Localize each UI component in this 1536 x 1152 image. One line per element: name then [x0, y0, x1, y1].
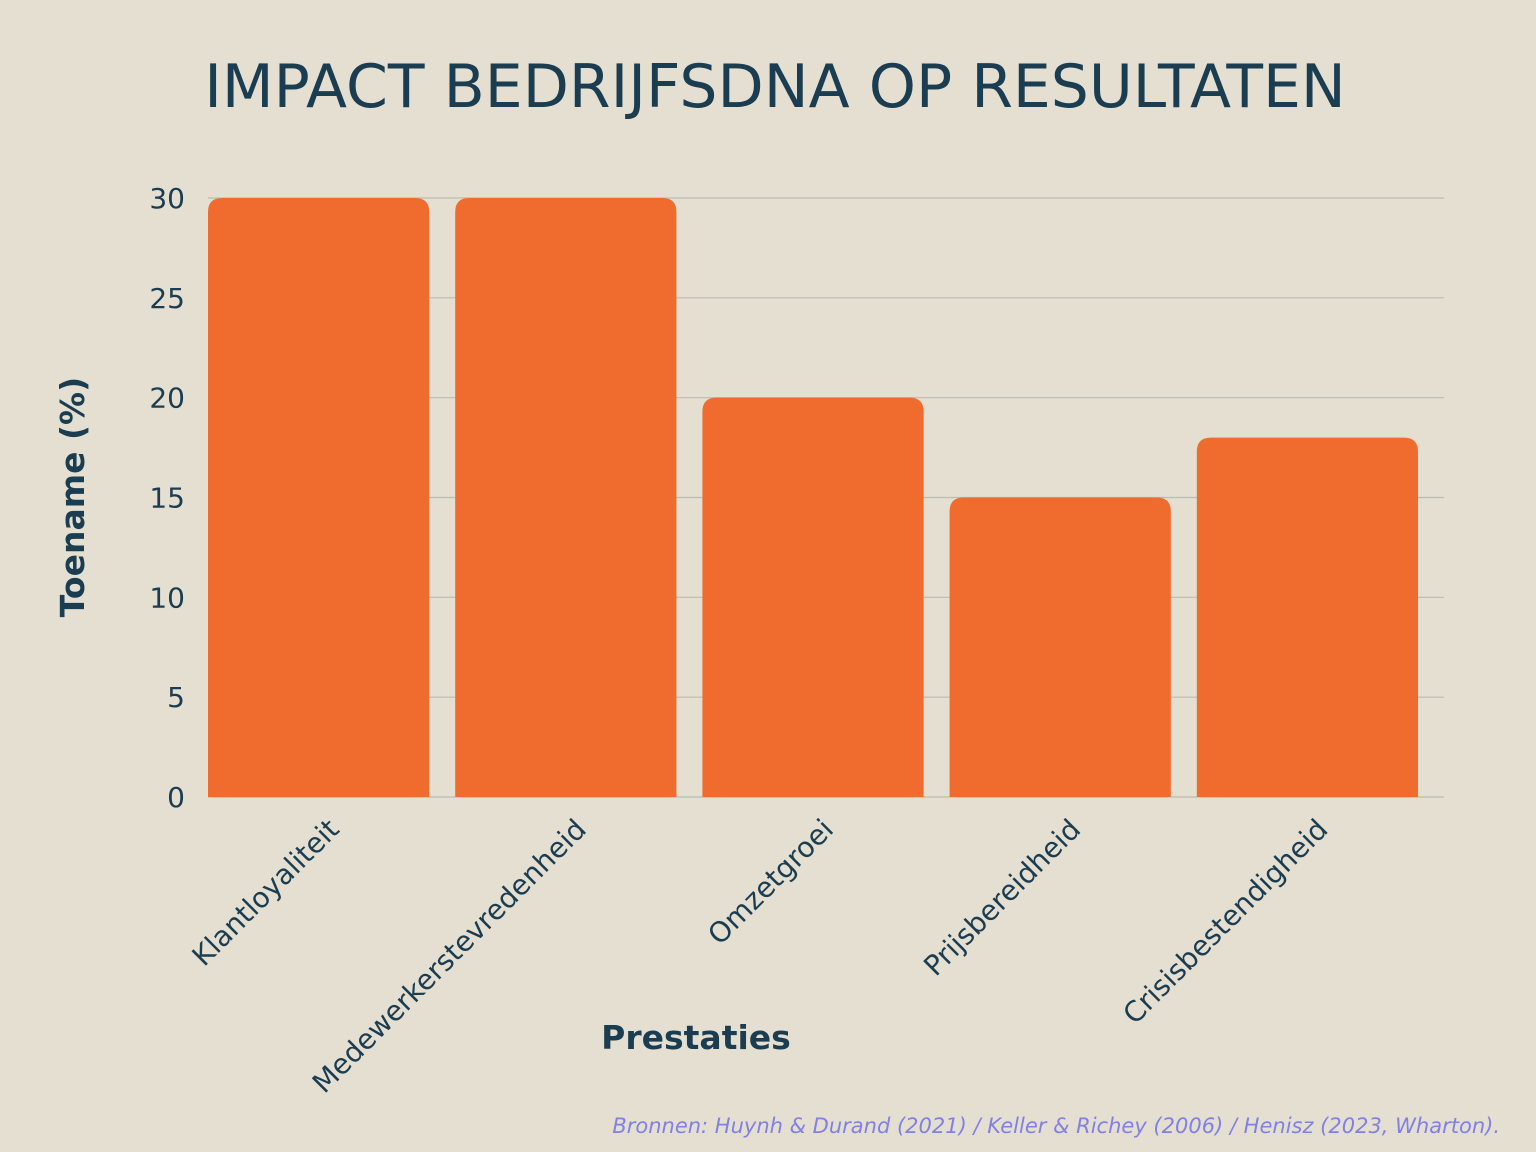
x-tick-label: Omzetgroei: [701, 813, 840, 952]
chart-title: IMPACT BEDRIJFSDNA OP RESULTATEN: [204, 52, 1346, 122]
x-tick-label: Prijsbereidheid: [917, 813, 1087, 983]
y-tick-label: 20: [149, 382, 185, 415]
x-tick-label: Medewerkerstevredenheid: [306, 813, 593, 1100]
x-tick-label: Crisisbestendigheid: [1116, 813, 1334, 1031]
bar-prijsbereidheid: [949, 497, 1171, 797]
y-tick-label: 25: [149, 282, 185, 315]
y-tick-label: 15: [149, 482, 185, 515]
bar-crisisbestendigheid: [1196, 437, 1418, 797]
x-tick-label: Klantloyaliteit: [186, 813, 346, 973]
bar-medewerkerstevredenheid: [455, 198, 677, 797]
bar-omzetgroei: [702, 397, 924, 797]
bars: [208, 198, 1418, 797]
y-tick-label: 0: [167, 781, 185, 814]
source-note: Bronnen: Huynh & Durand (2021) / Keller …: [612, 1114, 1500, 1138]
x-axis-label: Prestaties: [601, 1018, 791, 1057]
y-tick-label: 10: [149, 581, 185, 614]
y-axis-label: Toename (%): [53, 377, 92, 617]
y-axis-ticks: 0 5 10 15 20 25 30: [149, 182, 185, 814]
bar-klantloyaliteit: [208, 198, 430, 797]
y-tick-label: 30: [149, 182, 185, 215]
y-tick-label: 5: [167, 681, 185, 714]
